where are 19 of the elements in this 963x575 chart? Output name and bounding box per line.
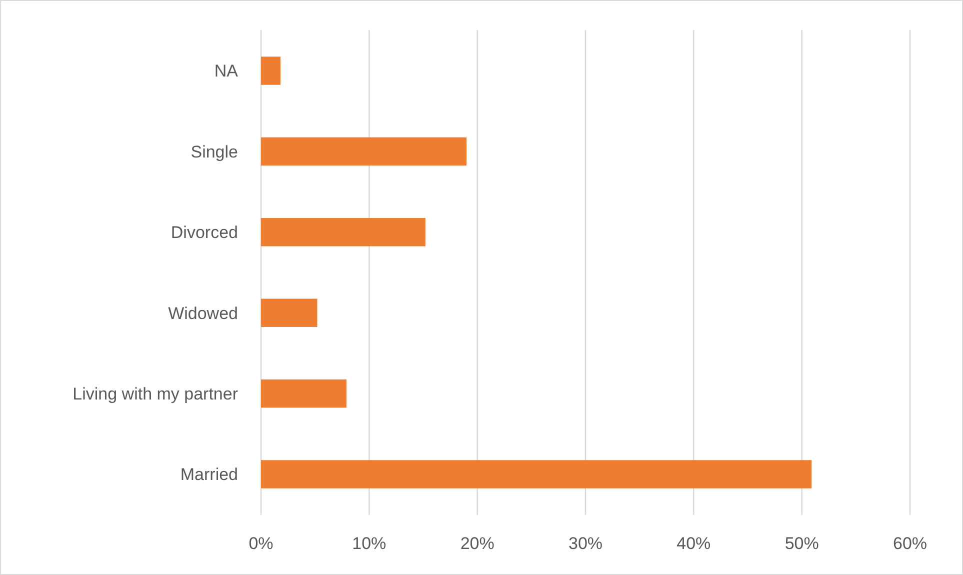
y-tick-label: Single: [190, 142, 238, 162]
x-tick-label: 50%: [784, 534, 819, 553]
x-tick-label: 0%: [248, 534, 274, 553]
x-tick-label: 20%: [460, 534, 494, 553]
bar: [261, 379, 346, 408]
bar: [261, 137, 467, 166]
y-tick-label: Divorced: [170, 223, 238, 242]
x-tick-label: 10%: [352, 534, 386, 553]
bar: [261, 460, 812, 488]
y-tick-label: Living with my partner: [72, 384, 238, 404]
x-tick-label: 30%: [568, 534, 603, 553]
y-tick-label: Married: [180, 465, 238, 484]
y-tick-label: NA: [214, 62, 239, 81]
bar: [261, 56, 280, 85]
x-tick-label: 40%: [676, 534, 711, 553]
x-tick-label: 60%: [892, 534, 928, 553]
y-tick-label: Widowed: [168, 304, 238, 323]
bar: [261, 218, 426, 246]
bar: [261, 298, 318, 327]
